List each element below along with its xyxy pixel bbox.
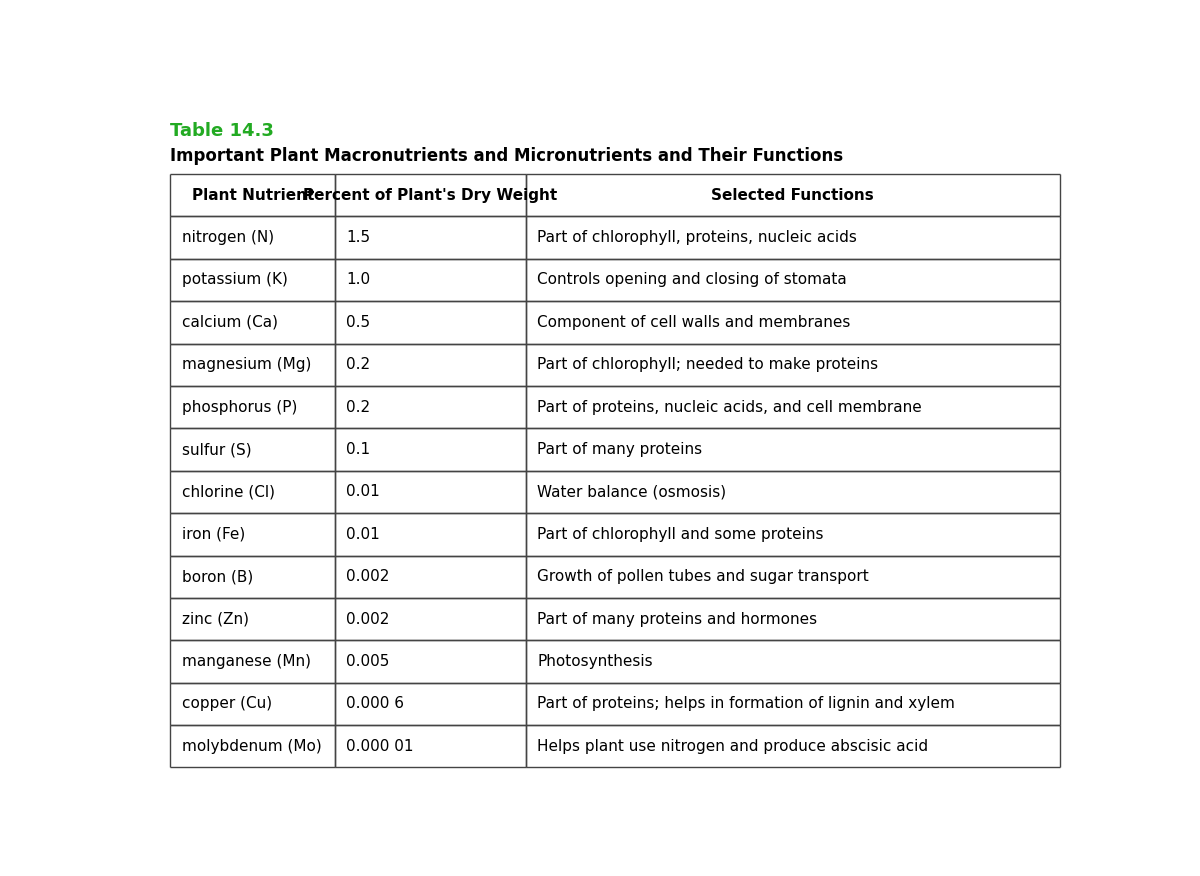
Text: 0.000 6: 0.000 6: [346, 696, 404, 711]
Text: Part of chlorophyll and some proteins: Part of chlorophyll and some proteins: [538, 526, 823, 542]
Text: iron (Fe): iron (Fe): [181, 526, 245, 542]
Text: 1.5: 1.5: [346, 230, 371, 245]
Text: Part of proteins, nucleic acids, and cell membrane: Part of proteins, nucleic acids, and cel…: [538, 399, 922, 414]
Text: Part of chlorophyll, proteins, nucleic acids: Part of chlorophyll, proteins, nucleic a…: [538, 230, 857, 245]
Text: 0.01: 0.01: [346, 526, 380, 542]
Text: chlorine (Cl): chlorine (Cl): [181, 484, 275, 499]
Text: zinc (Zn): zinc (Zn): [181, 611, 248, 626]
Text: potassium (K): potassium (K): [181, 272, 288, 287]
Text: 0.1: 0.1: [346, 442, 371, 457]
Text: Plant Nutrient: Plant Nutrient: [192, 187, 314, 202]
Text: 0.01: 0.01: [346, 484, 380, 499]
Text: Part of many proteins: Part of many proteins: [538, 442, 702, 457]
Text: Part of chlorophyll; needed to make proteins: Part of chlorophyll; needed to make prot…: [538, 357, 878, 372]
Text: manganese (Mn): manganese (Mn): [181, 654, 311, 669]
Text: 0.5: 0.5: [346, 314, 371, 330]
Text: Helps plant use nitrogen and produce abscisic acid: Helps plant use nitrogen and produce abs…: [538, 738, 929, 754]
Text: sulfur (S): sulfur (S): [181, 442, 251, 457]
Text: 0.000 01: 0.000 01: [346, 738, 414, 754]
Text: Table 14.3: Table 14.3: [170, 122, 275, 140]
Text: Growth of pollen tubes and sugar transport: Growth of pollen tubes and sugar transpo…: [538, 569, 869, 584]
Text: Important Plant Macronutrients and Micronutrients and Their Functions: Important Plant Macronutrients and Micro…: [170, 147, 844, 165]
Text: copper (Cu): copper (Cu): [181, 696, 271, 711]
Text: 0.2: 0.2: [346, 357, 371, 372]
Text: 0.002: 0.002: [346, 611, 390, 626]
Text: Selected Functions: Selected Functions: [712, 187, 874, 202]
Text: Water balance (osmosis): Water balance (osmosis): [538, 484, 726, 499]
Text: Photosynthesis: Photosynthesis: [538, 654, 653, 669]
Text: 0.002: 0.002: [346, 569, 390, 584]
Text: Controls opening and closing of stomata: Controls opening and closing of stomata: [538, 272, 847, 287]
Text: magnesium (Mg): magnesium (Mg): [181, 357, 311, 372]
Text: Part of proteins; helps in formation of lignin and xylem: Part of proteins; helps in formation of …: [538, 696, 955, 711]
Text: molybdenum (Mo): molybdenum (Mo): [181, 738, 322, 754]
Text: Percent of Plant's Dry Weight: Percent of Plant's Dry Weight: [304, 187, 558, 202]
Text: 1.0: 1.0: [346, 272, 371, 287]
Text: 0.2: 0.2: [346, 399, 371, 414]
Text: Part of many proteins and hormones: Part of many proteins and hormones: [538, 611, 817, 626]
Text: 0.005: 0.005: [346, 654, 390, 669]
Text: nitrogen (N): nitrogen (N): [181, 230, 274, 245]
Text: calcium (Ca): calcium (Ca): [181, 314, 277, 330]
Text: boron (B): boron (B): [181, 569, 253, 584]
Text: phosphorus (P): phosphorus (P): [181, 399, 296, 414]
Text: Component of cell walls and membranes: Component of cell walls and membranes: [538, 314, 851, 330]
